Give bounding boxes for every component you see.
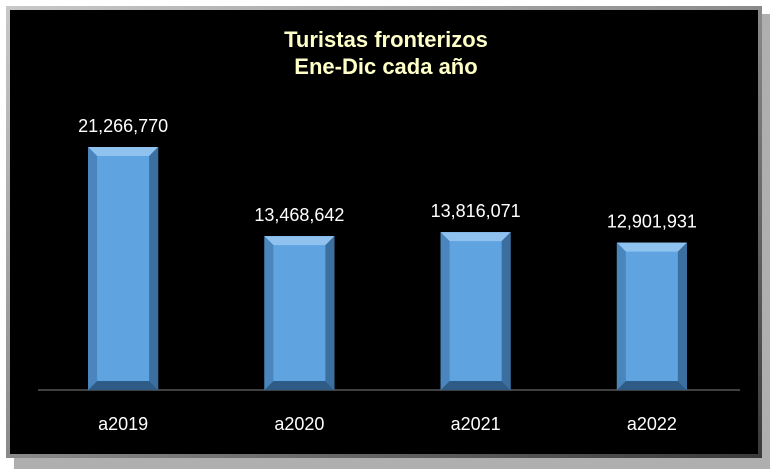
bar [616,242,687,390]
bar-bevel-face [616,242,626,390]
bar-bevel-face [264,236,274,390]
chart-title: Turistas fronterizos [284,27,488,52]
bar-bevel-face [440,232,450,390]
bar-bevel-face [616,381,687,390]
bar-bevel-face [88,381,159,390]
bar-bevel-face [325,236,335,390]
x-tick-label: a2020 [274,414,324,434]
x-tick-label: a2021 [451,414,501,434]
bar-bevel-face [149,147,159,390]
bar-bevel [264,236,335,390]
x-tick-label: a2022 [627,414,677,434]
bar [440,232,511,390]
bar-bevel-face [88,147,159,156]
bar-bevel-face [264,236,335,246]
bar-bevel-face [440,381,511,390]
bar-bevel-face [264,381,335,390]
bar-bevel-face [616,242,687,252]
bar [264,236,335,390]
chart-subtitle: Ene-Dic cada año [294,54,477,79]
bar-bevel [440,232,511,390]
bar [88,147,159,390]
bar-bevel-face [501,232,511,390]
bar-bevel [616,242,687,390]
bar-bevel-face [440,232,511,242]
data-label: 13,816,071 [431,201,521,221]
bar-bevel-face [88,147,98,390]
data-label: 12,901,931 [607,211,697,231]
data-label: 13,468,642 [254,205,344,225]
bar-bevel [88,147,159,390]
x-tick-label: a2019 [98,414,148,434]
data-label: 21,266,770 [78,116,168,136]
bar-bevel-face [677,242,687,390]
